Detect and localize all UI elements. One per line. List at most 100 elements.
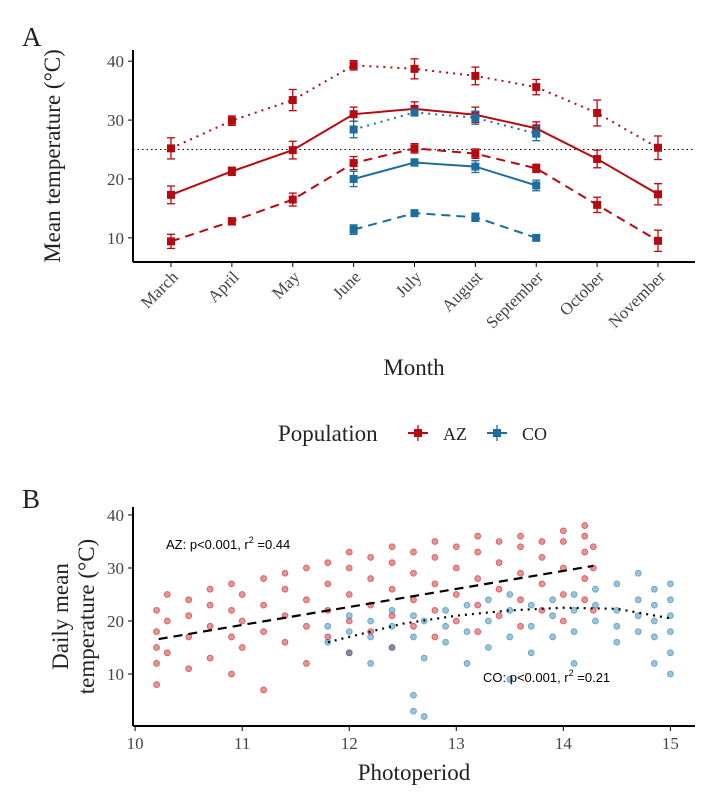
series-line	[353, 111, 537, 135]
point-marker	[593, 109, 602, 118]
scatter-point	[474, 601, 482, 609]
scatter-point	[238, 644, 246, 651]
scatter-point	[666, 670, 674, 678]
scatter-point	[410, 569, 417, 577]
scatter-point	[367, 617, 375, 625]
point-marker	[654, 190, 662, 199]
annotation-part: CO: p<0.001, r	[483, 670, 569, 685]
point-marker	[227, 116, 236, 125]
annotation-part: 2	[249, 535, 254, 545]
scatter-point	[303, 622, 310, 630]
point-marker	[410, 108, 419, 117]
scatter-point	[634, 628, 642, 636]
point-marker	[167, 144, 175, 153]
scatter-point	[650, 633, 658, 641]
x-tick-label: October	[556, 267, 608, 319]
scatter-point	[345, 591, 353, 598]
y-axis-title: temperature (°C)	[74, 539, 99, 694]
y-tick-label: 10	[107, 665, 124, 684]
scatter-point	[420, 654, 428, 662]
scatter-point	[495, 612, 503, 620]
scatter-point	[228, 580, 235, 588]
scatter-point	[581, 522, 589, 529]
point-marker	[593, 200, 602, 209]
scatter-point	[581, 596, 589, 604]
scatter-point	[474, 532, 482, 540]
scatter-point	[367, 575, 375, 582]
scatter-point	[559, 591, 567, 598]
scatter-point	[367, 633, 375, 641]
y-tick-label: 30	[107, 111, 124, 130]
scatter-point	[185, 612, 193, 620]
y-tick-label: 10	[107, 229, 124, 248]
scatter-point	[613, 638, 621, 646]
scatter-point	[495, 538, 503, 545]
x-axis-title: Month	[383, 355, 445, 380]
scatter-point	[474, 548, 482, 556]
y-tick-label: 20	[107, 612, 124, 631]
scatter-point	[581, 575, 589, 582]
scatter-point	[538, 580, 546, 588]
scatter-point	[431, 580, 439, 588]
y-tick-label: 30	[107, 559, 124, 578]
scatter-point	[452, 543, 460, 551]
scatter-point	[442, 622, 449, 630]
scatter-point	[581, 548, 589, 556]
scatter-point	[666, 596, 674, 604]
scatter-point	[666, 628, 674, 636]
y-tick-label: 20	[107, 170, 124, 189]
scatter-point	[589, 543, 597, 551]
scatter-point	[463, 601, 471, 609]
annotation-part: 2	[569, 668, 574, 678]
point-marker	[532, 181, 541, 190]
point-marker	[167, 190, 175, 199]
scatter-point	[452, 591, 460, 598]
scatter-point	[281, 638, 289, 646]
legend-key	[414, 429, 422, 437]
fit-line	[158, 564, 594, 641]
scatter-point	[592, 601, 599, 609]
scatter-point	[367, 660, 375, 667]
scatter-point	[303, 564, 310, 572]
scatter-point	[410, 596, 417, 604]
y-tick-label: 40	[107, 506, 124, 525]
scatter-point	[324, 559, 332, 567]
point-marker	[349, 125, 358, 134]
scatter-point	[634, 569, 642, 577]
panel-label: A	[22, 22, 42, 52]
scatter-point	[260, 628, 267, 636]
point-marker	[349, 61, 358, 70]
legend-title: Population	[278, 421, 378, 446]
scatter-point	[153, 628, 160, 636]
scatter-point	[388, 644, 396, 651]
point-marker	[471, 113, 480, 122]
scatter-point	[527, 622, 535, 630]
scatter-point	[431, 607, 439, 614]
point-marker	[532, 83, 541, 92]
scatter-point	[345, 612, 353, 620]
x-tick-label: July	[392, 267, 426, 301]
scatter-point	[474, 628, 482, 636]
point-marker	[288, 96, 297, 105]
scatter-point	[228, 633, 235, 641]
scatter-point	[260, 575, 267, 582]
scatter-point	[431, 553, 439, 561]
scatter-point	[559, 617, 567, 625]
scatter-point	[538, 538, 546, 545]
scatter-point	[634, 612, 642, 620]
legend-label: AZ	[443, 424, 467, 444]
scatter-point	[463, 660, 471, 667]
scatter-point	[650, 585, 658, 593]
point-marker	[471, 162, 480, 171]
scatter-point	[260, 686, 267, 694]
scatter-point	[388, 543, 396, 551]
scatter-point	[163, 617, 171, 625]
scatter-point	[538, 553, 546, 561]
scatter-point	[367, 553, 375, 561]
point-marker	[227, 217, 236, 226]
scatter-point	[238, 617, 246, 625]
scatter-point	[431, 633, 439, 641]
scatter-point	[581, 532, 589, 540]
scatter-point	[517, 622, 524, 630]
scatter-point	[324, 622, 332, 630]
